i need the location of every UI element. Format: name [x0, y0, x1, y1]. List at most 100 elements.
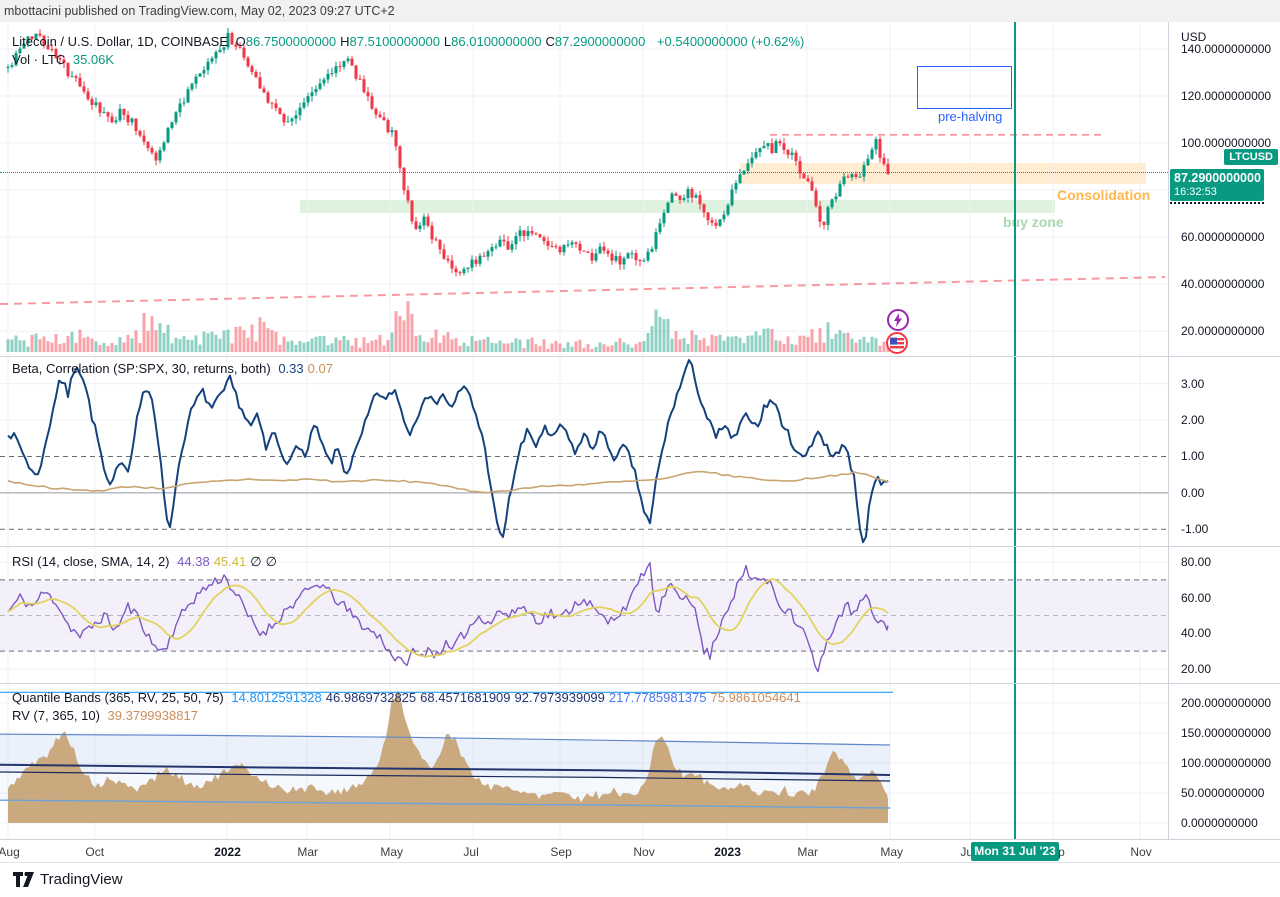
panel-separator[interactable] [0, 356, 1280, 357]
rsi-panel[interactable] [0, 546, 1168, 683]
tradingview-brand-text[interactable]: TradingView [40, 871, 123, 888]
indicator-value: 39.3799938817 [107, 708, 198, 723]
quantile-indicator-title[interactable]: Quantile Bands (365, RV, 25, 50, 75) [12, 690, 224, 705]
axis-tick-label: 0.0000000000 [1181, 815, 1258, 830]
us-flag-event-icon[interactable] [886, 332, 908, 354]
time-axis-label: Oct [85, 845, 105, 859]
main-legend[interactable]: Litecoin / U.S. Dollar, 1D, COINBASE O86… [12, 34, 808, 49]
axis-tick-label: 100.0000000000 [1181, 136, 1272, 151]
indicator-value: 75.9861054641 [710, 690, 801, 705]
ohlc-value: 87.2900000000 [554, 34, 646, 49]
consolidation-label[interactable]: Consolidation [1057, 187, 1151, 203]
buy-zone[interactable] [300, 200, 1055, 213]
bar-countdown: 16:32:53 [1174, 186, 1217, 198]
axis-tick-label: 20.0000000000 [1181, 324, 1265, 339]
last-price-badge: 87.2900000000 16:32:53 [1170, 169, 1264, 201]
axis-tick-label: 1.00 [1181, 449, 1205, 464]
axis-tick-label: 20.00 [1181, 662, 1212, 676]
panel-separator[interactable] [0, 546, 1280, 547]
time-axis-label: 2022 [214, 845, 241, 859]
beta-panel[interactable] [0, 356, 1168, 546]
volume-legend[interactable]: Vol · LTC 35.06K [12, 52, 118, 67]
indicator-value: 46.9869732825 [325, 690, 417, 705]
axis-tick-label: 120.0000000000 [1181, 89, 1272, 104]
axis-tick-label: 3.00 [1181, 376, 1205, 391]
indicator-value: 68.4571681909 [420, 690, 511, 705]
date-badge: Mon 31 Jul '23 [971, 842, 1059, 861]
axis-tick-label: 60.00 [1181, 590, 1212, 605]
pre-halving-label[interactable]: pre-halving [938, 109, 1003, 124]
price-axis[interactable]: USD 140.0000000000 120.0000000000 100.0000… [1168, 22, 1280, 839]
time-axis-label: Nov [1130, 845, 1152, 859]
volume-value: 35.06K [72, 52, 115, 67]
time-axis-label: Jul [463, 845, 479, 859]
ohlc-values: O86.7500000000 H87.5100000000 L86.01000000… [236, 34, 650, 49]
axis-tick-label: -1.00 [1181, 522, 1209, 537]
ohlc-letter: C [545, 34, 555, 49]
tradingview-logo-icon[interactable] [12, 871, 36, 889]
indicator-value: 44.38 [177, 554, 210, 569]
symbol-price-label: LTCUSD [1224, 149, 1278, 165]
indicator-value: 45.41 [213, 554, 247, 569]
axis-tick-label: 40.00 [1181, 626, 1212, 641]
main-panel[interactable] [0, 22, 1168, 356]
axis-tick-label: 100.0000000000 [1181, 755, 1272, 770]
rsi-legend[interactable]: RSI (14, close, SMA, 14, 2) 44.38 45.41 ∅ ∅ [12, 554, 285, 570]
ohlc-value: 86.7500000000 [245, 34, 337, 49]
time-axis-label: Mar [297, 845, 319, 859]
indicator-value: ∅ [265, 554, 277, 569]
event-vertical-line[interactable] [1014, 22, 1016, 839]
axis-tick-label: 200.0000000000 [1181, 695, 1272, 710]
axis-tick-label: 2.00 [1181, 413, 1205, 428]
indicator-value: 14.8012591328 [231, 690, 322, 705]
last-price-value: 87.2900000000 [1174, 171, 1261, 185]
currency-unit-label[interactable]: USD [1181, 30, 1207, 44]
ohlc-value: 86.0100000000 [451, 34, 542, 49]
axis-tick-label: 140.0000000000 [1181, 42, 1272, 57]
beta-legend[interactable]: Beta, Correlation (SP:SPX, 30, returns, … [12, 361, 341, 376]
lightning-event-icon[interactable] [887, 309, 909, 331]
symbol-description[interactable]: Litecoin / U.S. Dollar, 1D, COINBASE [12, 34, 229, 49]
beta-indicator-title[interactable]: Beta, Correlation (SP:SPX, 30, returns, … [12, 361, 271, 376]
ohlc-letter: O [235, 34, 246, 49]
indicator-value: 0.33 [278, 361, 304, 376]
axis-tick-label: 150.0000000000 [1181, 725, 1272, 740]
axis-tick-label: 50.0000000000 [1181, 785, 1265, 800]
time-axis-label: Nov [633, 845, 655, 859]
rv-value: 39.3799938817 [108, 708, 202, 723]
indicator-value: 0.07 [307, 361, 333, 376]
time-axis-label: Sep [550, 845, 572, 859]
ohlc-letter: L [443, 34, 452, 49]
quantile-values: 14.8012591328 46.9869732825 68.4571681909 9… [231, 690, 804, 705]
indicator-value: 217.7785981375 [608, 690, 707, 705]
quantile-legend[interactable]: Quantile Bands (365, RV, 25, 50, 75) 14.… [12, 690, 809, 705]
axis-tick-label: 80.00 [1181, 554, 1212, 569]
volume-label: Vol · LTC [12, 52, 66, 67]
time-axis[interactable]: Mon 31 Jul '23 Aug Oct 2022 Mar May Jul Sep Nov… [0, 839, 1280, 863]
quantile-panel[interactable] [0, 683, 1168, 839]
rv-indicator-title[interactable]: RV (7, 365, 10) [12, 708, 100, 723]
rsi-values: 44.38 45.41 ∅ ∅ [177, 554, 281, 569]
change-value: +0.5400000000 (+0.62%) [656, 34, 805, 49]
buy-zone-label[interactable]: buy zone [1003, 214, 1064, 230]
ohlc-value: 87.5100000000 [349, 34, 440, 49]
time-axis-label: May [380, 845, 404, 859]
time-axis-label: Aug [0, 845, 20, 859]
publish-attribution: mbottacini published on TradingView.com,… [0, 0, 1280, 22]
time-axis-label: 2023 [714, 845, 741, 859]
rsi-indicator-title[interactable]: RSI (14, close, SMA, 14, 2) [12, 554, 170, 569]
price-badge-dotted-line [1170, 202, 1264, 204]
pre-halving-box[interactable] [917, 66, 1012, 109]
indicator-value: 92.7973939099 [514, 690, 605, 705]
panel-separator[interactable] [0, 683, 1280, 684]
axis-tick-label: 0.00 [1181, 485, 1205, 500]
indicator-value: ∅ [250, 554, 262, 569]
axis-tick-label: 60.0000000000 [1181, 230, 1265, 245]
time-axis-label: May [880, 845, 904, 859]
current-price-line [0, 171, 1168, 173]
ohlc-letter: H [340, 34, 350, 49]
time-axis-label: Mar [797, 845, 819, 859]
consolidation-zone[interactable] [740, 163, 1146, 184]
rv-legend[interactable]: RV (7, 365, 10) 39.3799938817 [12, 708, 206, 723]
